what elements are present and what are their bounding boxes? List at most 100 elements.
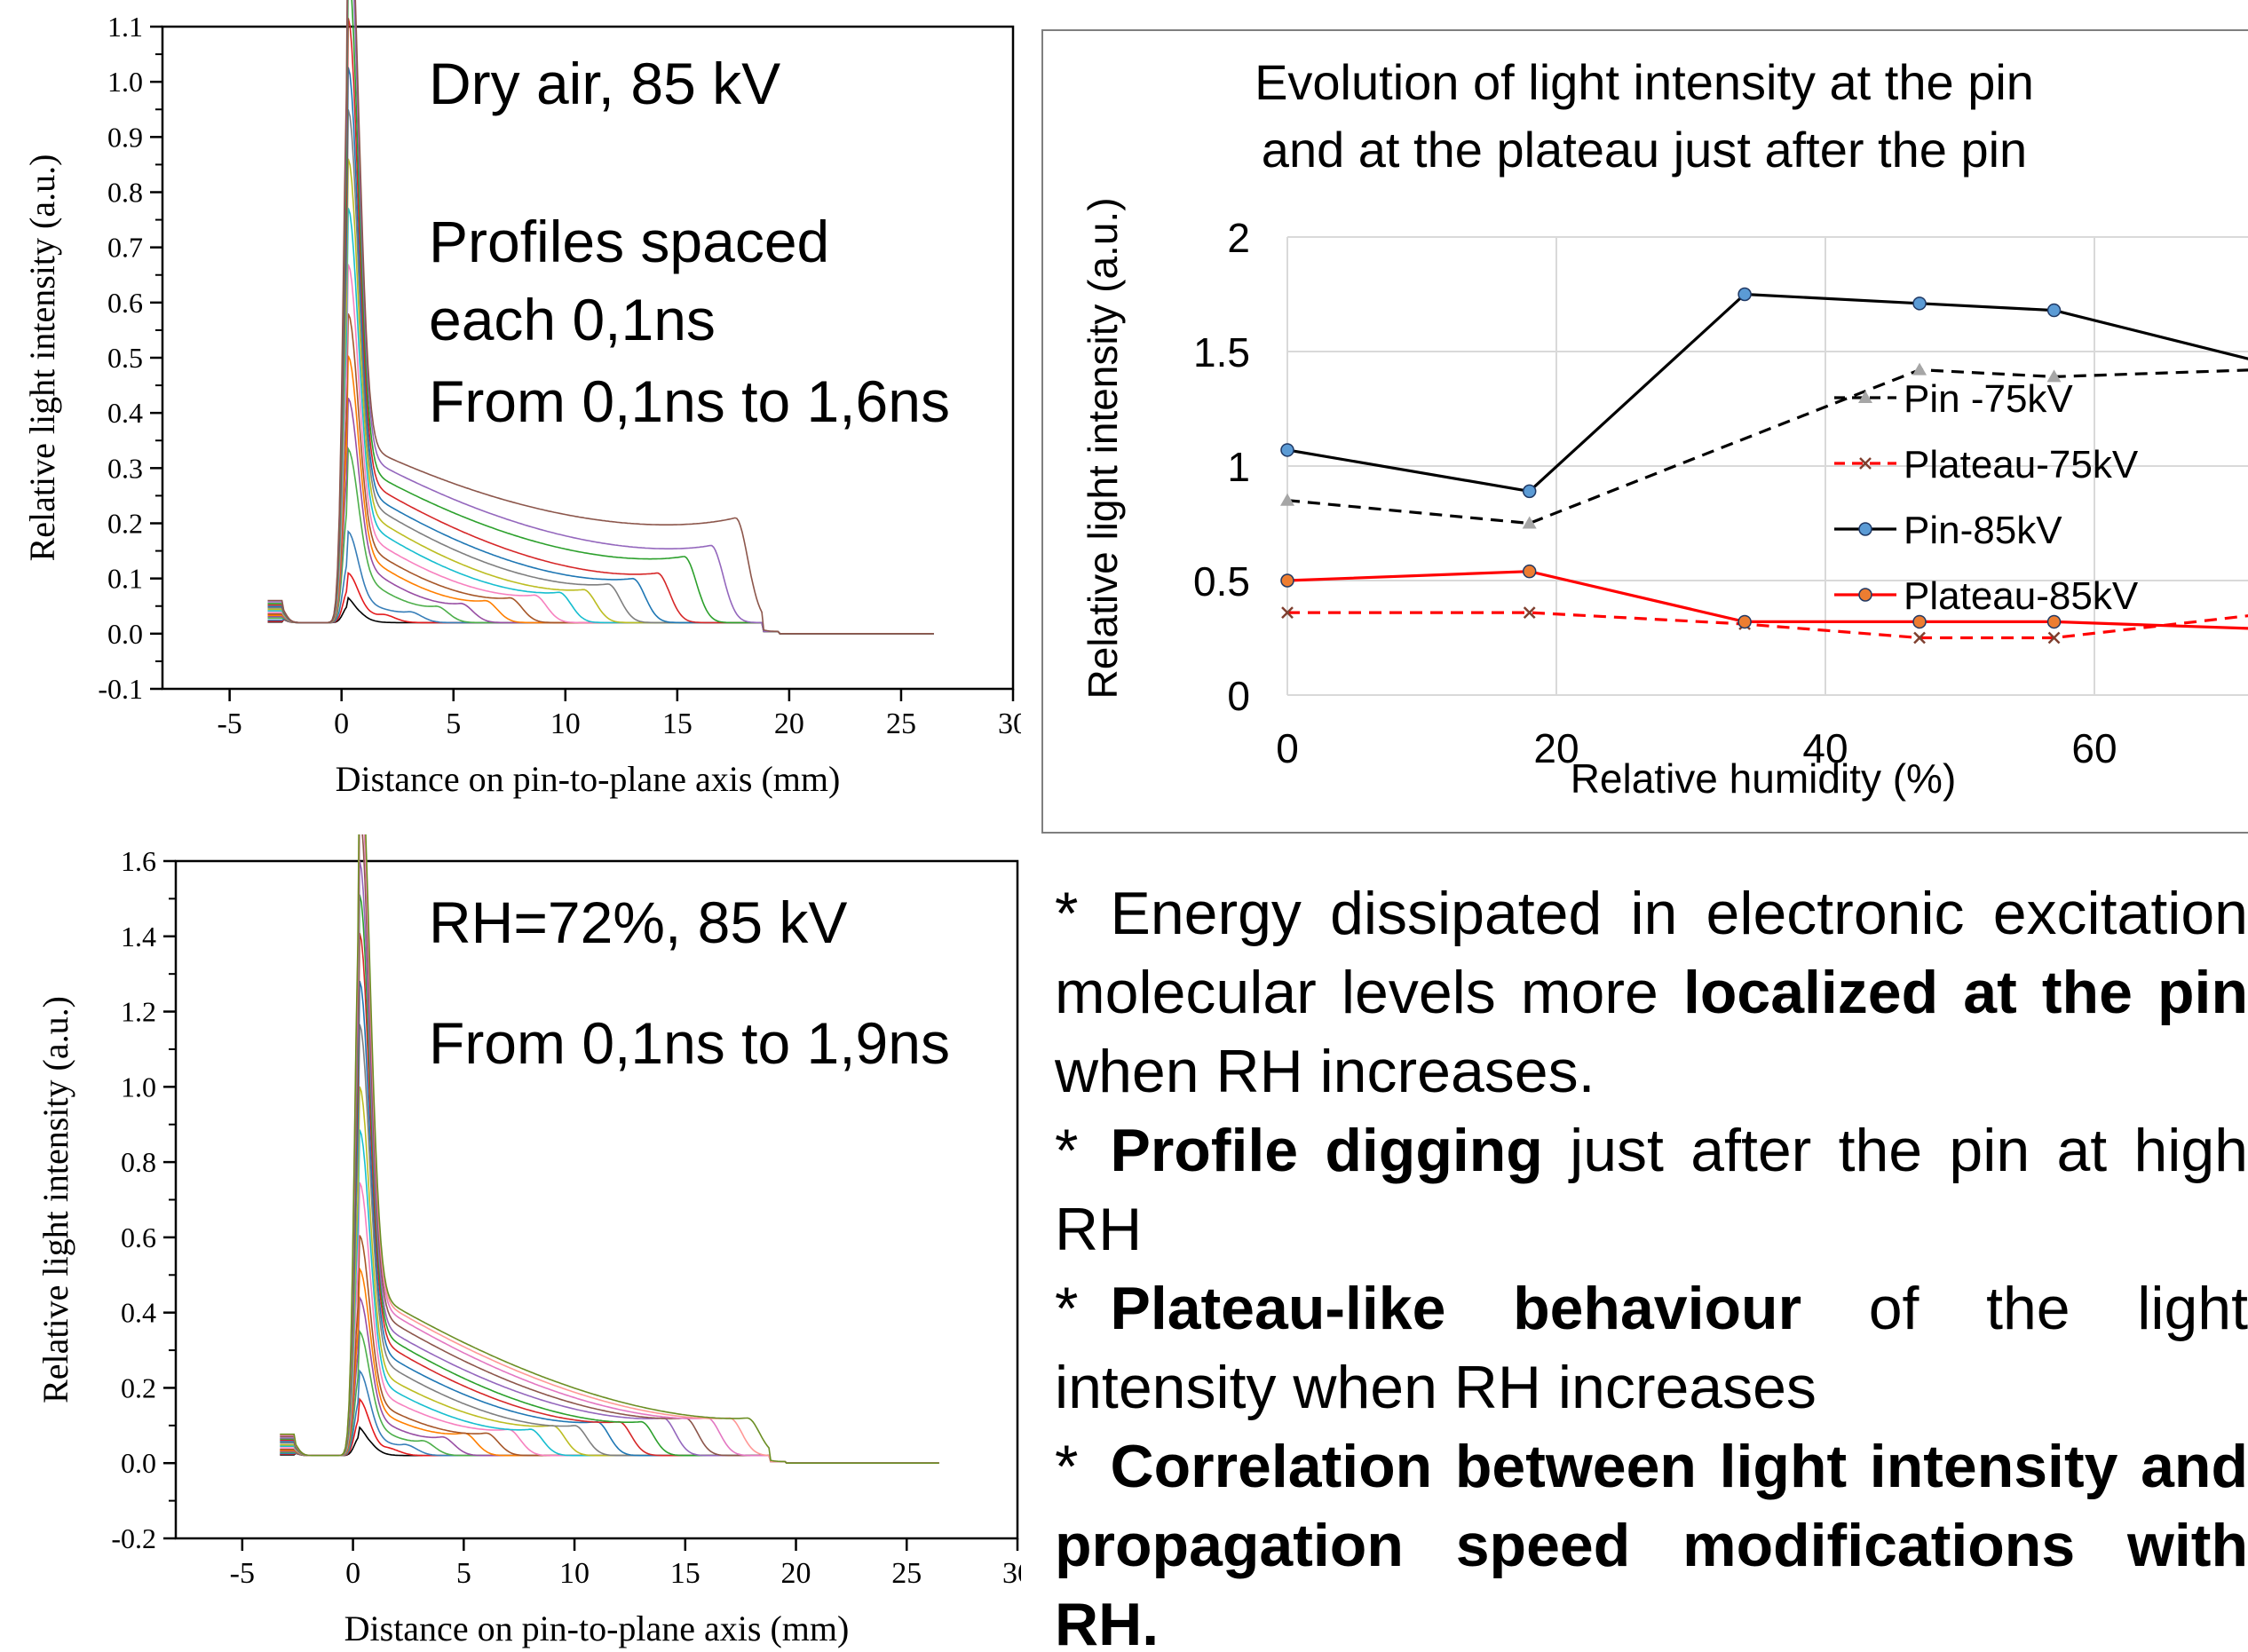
- bullet-marker: *: [1055, 1275, 1079, 1342]
- plot-frame: [174, 859, 1019, 1540]
- finding-emphasis: Plateau-like behaviour: [1110, 1275, 1802, 1342]
- x-tick-label: 20: [781, 1557, 811, 1590]
- y-tick-label: 0.5: [107, 342, 143, 374]
- x-tick-label: -5: [230, 1557, 255, 1590]
- y-tick-label: 0.0: [107, 618, 143, 650]
- y-tick-label: 0.2: [107, 508, 143, 540]
- x-tick-label: 15: [670, 1557, 701, 1590]
- profile-curve: [267, 0, 934, 635]
- legend-marker: [1858, 588, 1872, 602]
- y-axis-label: Relative light intensity (a.u.): [36, 996, 75, 1403]
- data-point: [1522, 564, 1537, 579]
- y-tick-label: 0: [1227, 673, 1250, 719]
- x-tick-label: 0: [1276, 725, 1299, 771]
- y-tick-label: 0.1: [107, 563, 143, 595]
- x-tick-label: 20: [774, 707, 804, 740]
- data-point: [2046, 303, 2062, 318]
- series-line: [1287, 611, 2248, 640]
- finding-text: when RH increases.: [1055, 1038, 1595, 1105]
- y-tick-label: 0.5: [1193, 558, 1250, 605]
- chart-rh72-profiles: -5 0 5 10 15 20 25 30 -0.2 0.0 0.2 0.4 0.6 0.8 1.0 1.2 1…: [36, 834, 1021, 1648]
- chart-title-line-1: Evolution of light intensity at the pin: [1255, 54, 2034, 110]
- data-point: [1522, 516, 1537, 529]
- data-point: [2046, 369, 2062, 383]
- data-point: [1912, 296, 1927, 311]
- y-tick-label: 0.4: [107, 397, 143, 429]
- x-axis-label: Relative humidity (%): [1571, 755, 1957, 802]
- y-axis-label: Relative light intensity (a.u.): [1080, 197, 1126, 699]
- x-tick-label: 30: [1002, 1557, 1021, 1590]
- x-tick-label: 10: [559, 1557, 590, 1590]
- x-tick-label: 20: [1533, 725, 1579, 771]
- y-axis-label: Relative light intensity (a.u.): [22, 154, 62, 562]
- data-point: [2046, 614, 2062, 629]
- chart-annotation: From 0,1ns to 1,6ns: [429, 368, 950, 434]
- y-tick-label: 0.6: [107, 287, 143, 319]
- y-tick-label: 0.6: [121, 1221, 156, 1253]
- bullet-marker: *: [1055, 1433, 1079, 1500]
- chart-title-line-2: and at the plateau just after the pin: [1262, 122, 2027, 178]
- chart-annotation: From 0,1ns to 1,9ns: [429, 1010, 950, 1076]
- y-tick-label: 0.8: [107, 177, 143, 209]
- profile-curve: [267, 571, 934, 635]
- x-tick-label: 5: [446, 707, 461, 740]
- profile-curve: [280, 834, 939, 1465]
- chart-annotation: Dry air, 85 kV: [429, 51, 780, 116]
- legend-label: Plateau-85kV: [1904, 574, 2139, 618]
- y-tick-label: 0.9: [107, 121, 143, 153]
- data-point: [1737, 614, 1752, 629]
- finding-emphasis: Correlation between light intensity and …: [1055, 1433, 2248, 1652]
- finding-item: * Profile digging just after the pin at h…: [1055, 1111, 2248, 1269]
- x-tick-label: 25: [891, 1557, 922, 1590]
- bullet-marker: *: [1055, 880, 1079, 947]
- x-axis-label: Distance on pin-to-plane axis (mm): [344, 1609, 850, 1648]
- finding-text: just after the pin at high RH: [1055, 1117, 2248, 1263]
- finding-emphasis: Profile digging: [1110, 1117, 1543, 1184]
- chart-dry-air-profiles: -5 0 5 10 15 20 25 30 -0.1 0.0 0.1 0.2 0.3 0.4 0.5 0.6 0…: [22, 0, 1021, 799]
- chart-annotation: RH=72%, 85 kV: [429, 889, 847, 955]
- chart-frame: [1041, 29, 2248, 834]
- data-point: [1912, 614, 1927, 629]
- profile-curve: [280, 1329, 939, 1465]
- y-tick-label: 0.3: [107, 452, 143, 484]
- y-tick-label: 0.7: [107, 232, 143, 264]
- x-tick-label: 10: [550, 707, 581, 740]
- finding-text: of the light intensity when RH increases: [1055, 1275, 2248, 1421]
- x-tick-label: 15: [662, 707, 693, 740]
- y-tick-label: 1: [1227, 444, 1250, 490]
- data-point: [1912, 362, 1927, 375]
- y-tick-label: 0.8: [121, 1146, 156, 1178]
- profile-curve: [280, 1426, 939, 1465]
- finding-item: * Correlation between light intensity and…: [1055, 1427, 2248, 1652]
- y-tick-label: 1.0: [121, 1071, 156, 1103]
- chart-annotation: Profiles spaced: [429, 209, 829, 274]
- x-tick-label: 40: [1802, 725, 1848, 771]
- y-tick-label: -0.1: [98, 673, 143, 705]
- chart-humidity-evolution: Evolution of light intensity at the pin …: [1041, 29, 2248, 834]
- bullet-marker: *: [1055, 1117, 1079, 1184]
- x-tick-label: -5: [217, 707, 241, 740]
- y-tick-label: 1.6: [121, 845, 156, 877]
- data-point: [1280, 443, 1294, 457]
- y-tick-label: 1.0: [107, 66, 143, 98]
- y-tick-label: 1.5: [1193, 329, 1250, 375]
- x-tick-label: 0: [345, 1557, 360, 1590]
- y-tick-label: 1.1: [107, 11, 143, 43]
- y-tick-label: 2: [1227, 215, 1250, 261]
- legend-marker: [1859, 457, 1872, 470]
- findings-list: * Energy dissipated in electronic excitat…: [1055, 874, 2248, 1652]
- y-tick-label: 0.2: [121, 1371, 156, 1403]
- data-point: [1280, 493, 1294, 506]
- data-point: [1280, 573, 1294, 588]
- finding-item: * Plateau-like behaviour of the light int…: [1055, 1269, 2248, 1427]
- y-tick-label: 0.4: [121, 1297, 156, 1329]
- data-point: [1522, 484, 1537, 499]
- data-point: [1523, 606, 1536, 620]
- x-tick-label: 5: [456, 1557, 471, 1590]
- finding-emphasis: localized at the pin: [1682, 959, 2248, 1026]
- y-tick-label: 0.0: [121, 1447, 156, 1479]
- legend-marker: [1858, 522, 1872, 536]
- x-tick-label: 30: [998, 707, 1021, 740]
- y-tick-label: 1.2: [121, 996, 156, 1028]
- x-tick-label: 0: [334, 707, 349, 740]
